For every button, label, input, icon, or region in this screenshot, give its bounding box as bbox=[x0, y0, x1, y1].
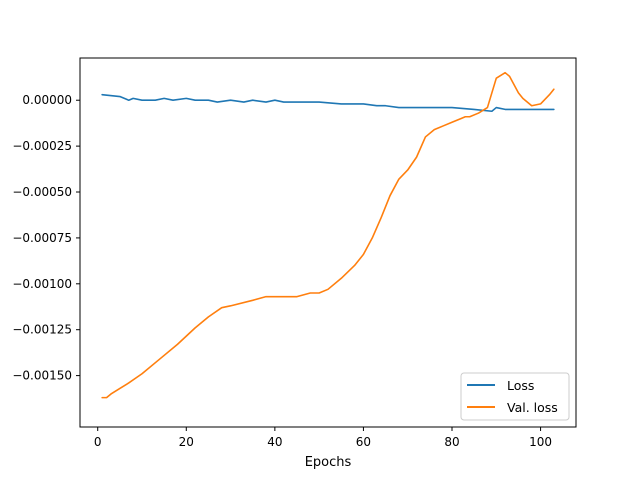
x-tick-label: 100 bbox=[529, 435, 552, 449]
legend: Loss Val. loss bbox=[460, 372, 570, 421]
y-tick-label: −0.00100 bbox=[12, 277, 72, 291]
x-axis-label: Epochs bbox=[305, 455, 352, 470]
y-tick-label: −0.00025 bbox=[12, 139, 72, 153]
y-axis: 0.00000 −0.00025 −0.00050 −0.00075 −0.00100 −… bbox=[12, 93, 80, 383]
x-tick-label: 60 bbox=[356, 435, 371, 449]
legend-label-loss: Loss bbox=[507, 378, 534, 393]
plot-area bbox=[80, 58, 576, 427]
y-tick-label: −0.00125 bbox=[12, 323, 72, 337]
series-layer bbox=[101, 71, 555, 399]
y-tick-label: −0.00075 bbox=[12, 231, 72, 245]
series-line-val-loss bbox=[101, 71, 555, 399]
x-tick-label: 20 bbox=[179, 435, 194, 449]
y-tick-label: 0.00000 bbox=[22, 93, 72, 107]
x-tick-label: 0 bbox=[94, 435, 102, 449]
y-tick-label: −0.00150 bbox=[12, 369, 72, 383]
y-tick-label: −0.00050 bbox=[12, 185, 72, 199]
plot-frame bbox=[79, 57, 577, 428]
x-axis: 0 20 40 60 80 100 bbox=[94, 427, 552, 449]
x-tick-label: 40 bbox=[267, 435, 282, 449]
x-tick-label: 80 bbox=[444, 435, 459, 449]
legend-label-val-loss: Val. loss bbox=[507, 400, 558, 415]
series-line-loss bbox=[101, 93, 555, 113]
